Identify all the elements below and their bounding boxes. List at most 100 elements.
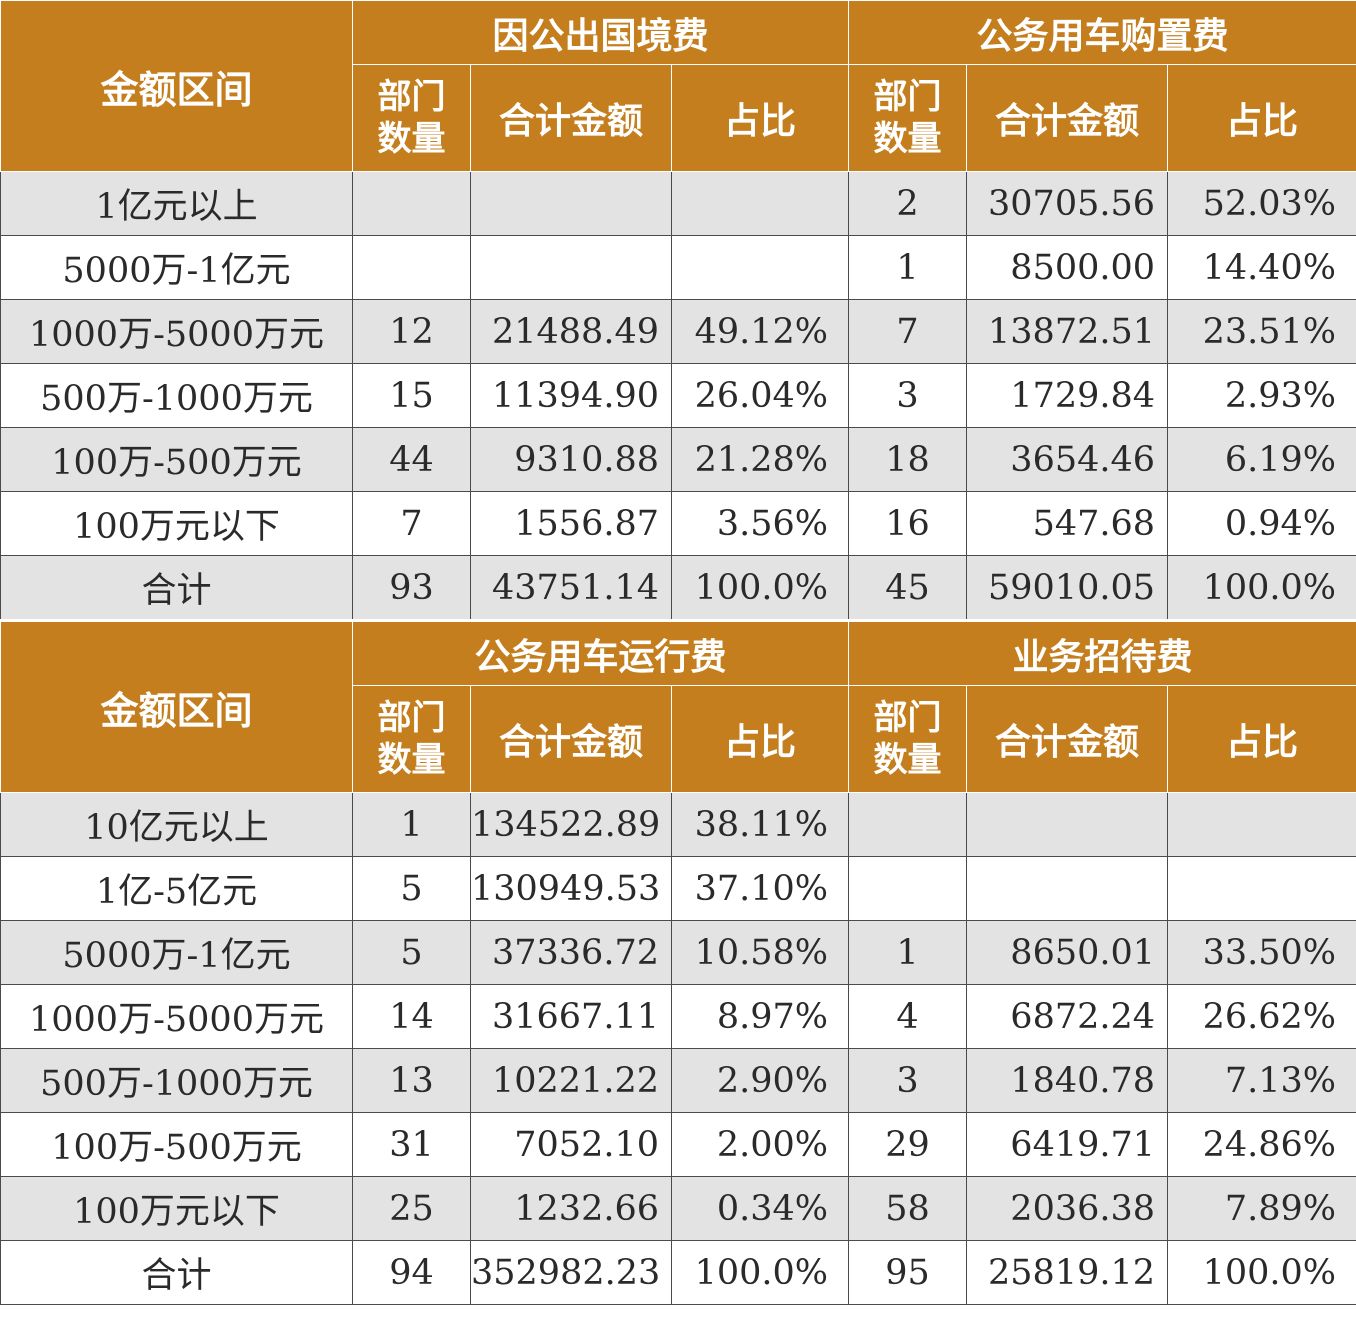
range-label: 合计 [0,1240,353,1305]
count-header-line1: 部门 [377,698,446,738]
left-ratio-cell: 37.10% [670,856,850,921]
count-header-label: 部门 数量 [378,697,446,781]
left-ratio-cell [670,235,850,300]
right-ratio-cell: 52.03% [1167,171,1356,236]
left-amount-cell: 11394.90 [470,363,672,428]
right-ratio-cell: 7.89% [1167,1176,1356,1241]
table-row: 100万元以下 7 1556.87 3.56% 16 547.68 0.94% [0,491,1356,556]
right-amount-cell: 547.68 [966,491,1169,556]
right-ratio-cell: 26.62% [1167,984,1356,1049]
right-amount-cell: 30705.56 [966,171,1169,236]
right-count-cell [848,792,968,857]
right-amount-cell: 1840.78 [966,1048,1169,1113]
left-count-cell [352,171,471,236]
right-count-cell: 29 [848,1112,968,1177]
table-row: 100万-500万元 31 7052.10 2.00% 29 6419.71 24.86% [0,1112,1356,1177]
left-amount-cell: 10221.22 [470,1048,672,1113]
table2-left-title: 公务用车运行费 [351,619,850,686]
range-label: 500万-1000万元 [0,1048,353,1113]
right-ratio-cell: 7.13% [1167,1048,1356,1113]
right-count-cell: 58 [848,1176,968,1241]
range-label: 1亿元以上 [0,171,353,236]
right-amount-cell: 13872.51 [966,299,1169,364]
count-header-line2: 数量 [873,740,942,780]
left-amount-cell [470,235,672,300]
table-row: 1000万-5000万元 14 31667.11 8.97% 4 6872.24 26.62… [0,984,1356,1049]
left-amount-cell: 134522.89 [470,792,672,857]
range-label: 100万元以下 [0,1176,353,1241]
left-count-cell: 94 [352,1240,471,1305]
left-ratio-cell [670,171,850,236]
left-count-cell: 44 [352,427,471,492]
right-ratio-cell: 14.40% [1167,235,1356,300]
right-amount-cell: 2036.38 [966,1176,1169,1241]
range-label: 5000万-1亿元 [0,920,353,985]
left-amount-cell: 7052.10 [470,1112,672,1177]
table-row: 500万-1000万元 15 11394.90 26.04% 3 1729.84 2.93% [0,363,1356,428]
right-amount-cell: 8500.00 [966,235,1169,300]
range-header: 金额区间 [0,619,353,793]
right-count-header: 部门 数量 [848,685,968,793]
left-amount-cell: 31667.11 [470,984,672,1049]
right-count-cell: 7 [848,299,968,364]
left-count-cell: 5 [352,856,471,921]
right-ratio-cell: 100.0% [1167,555,1356,621]
left-count-cell: 13 [352,1048,471,1113]
left-count-header: 部门 数量 [352,64,471,172]
right-amount-cell [966,856,1169,921]
left-count-cell: 1 [352,792,471,857]
range-label: 10亿元以上 [0,792,353,857]
table1-subheader-row: 部门 数量 合计金额 占比 部门 数量 合计金额 占比 [1,64,1356,172]
left-amount-cell: 130949.53 [470,856,672,921]
left-count-cell: 25 [352,1176,471,1241]
left-ratio-cell: 100.0% [670,1240,850,1305]
range-label: 合计 [0,555,353,621]
left-count-cell: 5 [352,920,471,985]
right-amount-cell [966,792,1169,857]
table-row: 10亿元以上 1 134522.89 38.11% [0,792,1356,857]
left-count-cell: 12 [352,299,471,364]
left-count-header: 部门 数量 [352,685,471,793]
range-label: 100万元以下 [0,491,353,556]
left-count-cell: 7 [352,491,471,556]
table1-left-title: 因公出国境费 [351,0,850,65]
count-header-label: 部门 数量 [874,76,942,160]
right-ratio-cell: 24.86% [1167,1112,1356,1177]
right-amount-cell: 8650.01 [966,920,1169,985]
right-ratio-cell: 23.51% [1167,299,1356,364]
left-ratio-cell: 0.34% [670,1176,850,1241]
left-amount-header: 合计金额 [470,64,672,172]
left-count-cell [352,235,471,300]
right-count-cell: 16 [848,491,968,556]
left-ratio-cell: 2.00% [670,1112,850,1177]
range-label: 500万-1000万元 [0,363,353,428]
table1-header-row: 金额区间 因公出国境费 公务用车购置费 [0,0,1356,172]
left-amount-cell: 352982.23 [470,1240,672,1305]
range-label: 100万-500万元 [0,427,353,492]
right-amount-cell: 6872.24 [966,984,1169,1049]
right-count-header: 部门 数量 [848,64,968,172]
left-count-cell: 93 [352,555,471,621]
table2-header-row: 金额区间 公务用车运行费 业务招待费 [0,619,1356,793]
right-amount-cell: 6419.71 [966,1112,1169,1177]
range-label: 1亿-5亿元 [0,856,353,921]
table2-right-title: 业务招待费 [848,619,1356,686]
left-ratio-cell: 100.0% [670,555,850,621]
left-amount-cell: 1232.66 [470,1176,672,1241]
left-ratio-cell: 38.11% [670,792,850,857]
left-ratio-cell: 8.97% [670,984,850,1049]
left-ratio-cell: 10.58% [670,920,850,985]
table-row: 500万-1000万元 13 10221.22 2.90% 3 1840.78 7.13% [0,1048,1356,1113]
left-ratio-cell: 26.04% [670,363,850,428]
right-ratio-cell [1167,792,1356,857]
left-amount-header: 合计金额 [470,685,672,793]
left-amount-cell: 1556.87 [470,491,672,556]
right-amount-cell: 1729.84 [966,363,1169,428]
left-amount-cell: 37336.72 [470,920,672,985]
right-count-cell: 45 [848,555,968,621]
left-count-cell: 31 [352,1112,471,1177]
table1-right-title: 公务用车购置费 [848,0,1356,65]
